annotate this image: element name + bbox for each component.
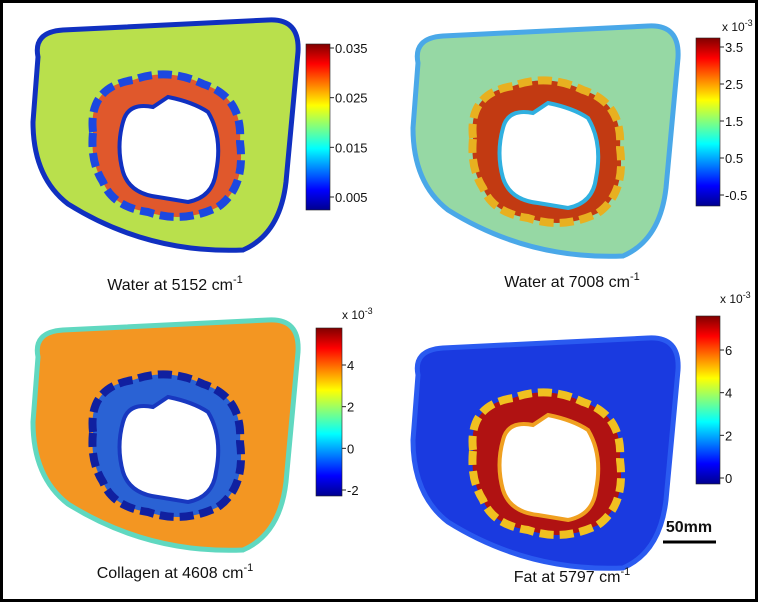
caption: Water at 5152 cm-1 — [107, 274, 242, 294]
caption-text: Fat at 5797 cm — [514, 569, 621, 586]
caption-superscript: -1 — [620, 566, 630, 578]
caption-text: Collagen at 4608 cm — [97, 565, 244, 582]
heatmap-image — [413, 338, 678, 568]
colorbar-tick-label: 6 — [725, 343, 732, 358]
panel: 0.035 0.025 0.015 0.005 Water at 5152 cm-1 — [33, 20, 368, 294]
colorbar-tick-label: 0.5 — [725, 151, 743, 166]
multiplier-exponent: -3 — [365, 306, 373, 316]
multiplier-base: x 10 — [722, 20, 745, 34]
colorbar-multiplier: x 10-3 — [722, 18, 753, 34]
heatmap-image — [33, 320, 298, 550]
colorbar — [316, 328, 342, 496]
panel: 4 2 0 -2 x 10-3 Collagen at 4608 cm-1 — [33, 306, 373, 582]
colorbar-tick-label: 0.015 — [335, 140, 368, 155]
lumen — [120, 97, 219, 202]
lumen — [500, 415, 599, 520]
caption-text: Water at 7008 cm — [504, 274, 630, 291]
caption-text: Water at 5152 cm — [107, 277, 233, 294]
figure: 50mm 0.035 0.025 0.015 0.005 Water at 5152 c… — [0, 0, 758, 602]
multiplier-exponent: -3 — [743, 290, 751, 300]
colorbar-tick-label: 3.5 — [725, 40, 743, 55]
caption-superscript: -1 — [243, 562, 253, 574]
colorbar-tick-label: 0 — [725, 471, 732, 486]
caption: Water at 7008 cm-1 — [504, 271, 639, 291]
caption-superscript: -1 — [630, 271, 640, 283]
colorbar-tick-label: 4 — [347, 358, 354, 373]
colorbar — [306, 44, 330, 210]
lumen — [500, 103, 599, 208]
colorbar-tick-label: 2 — [347, 400, 354, 415]
colorbar-tick-label: -2 — [347, 483, 359, 498]
colorbar-tick-label: 0.025 — [335, 91, 368, 106]
colorbar — [696, 316, 720, 484]
caption: Fat at 5797 cm-1 — [514, 566, 631, 586]
lumen — [120, 397, 219, 502]
colorbar-tick-label: 2 — [725, 428, 732, 443]
caption-superscript: -1 — [233, 274, 243, 286]
colorbar-tick-label: 4 — [725, 386, 732, 401]
colorbar-tick-label: 0.035 — [335, 41, 368, 56]
panel: 3.5 2.5 1.5 0.5 -0.5 x 10-3 Water at 7008 cm-1 — [413, 18, 753, 291]
multiplier-base: x 10 — [342, 308, 365, 322]
colorbar-tick-label: 0 — [347, 441, 354, 456]
heatmap-image — [33, 20, 298, 250]
heatmap-image — [413, 26, 678, 256]
colorbar-multiplier: x 10-3 — [720, 290, 751, 306]
multiplier-exponent: -3 — [745, 18, 753, 28]
colorbar — [696, 38, 720, 206]
colorbar-multiplier: x 10-3 — [342, 306, 373, 322]
scale-label: 50mm — [666, 519, 712, 536]
scale-bar: 50mm — [663, 519, 716, 542]
colorbar-tick-label: 1.5 — [725, 114, 743, 129]
colorbar-tick-label: 2.5 — [725, 77, 743, 92]
caption: Collagen at 4608 cm-1 — [97, 562, 254, 582]
colorbar-tick-label: 0.005 — [335, 190, 368, 205]
colorbar-tick-label: -0.5 — [725, 188, 747, 203]
multiplier-base: x 10 — [720, 292, 743, 306]
